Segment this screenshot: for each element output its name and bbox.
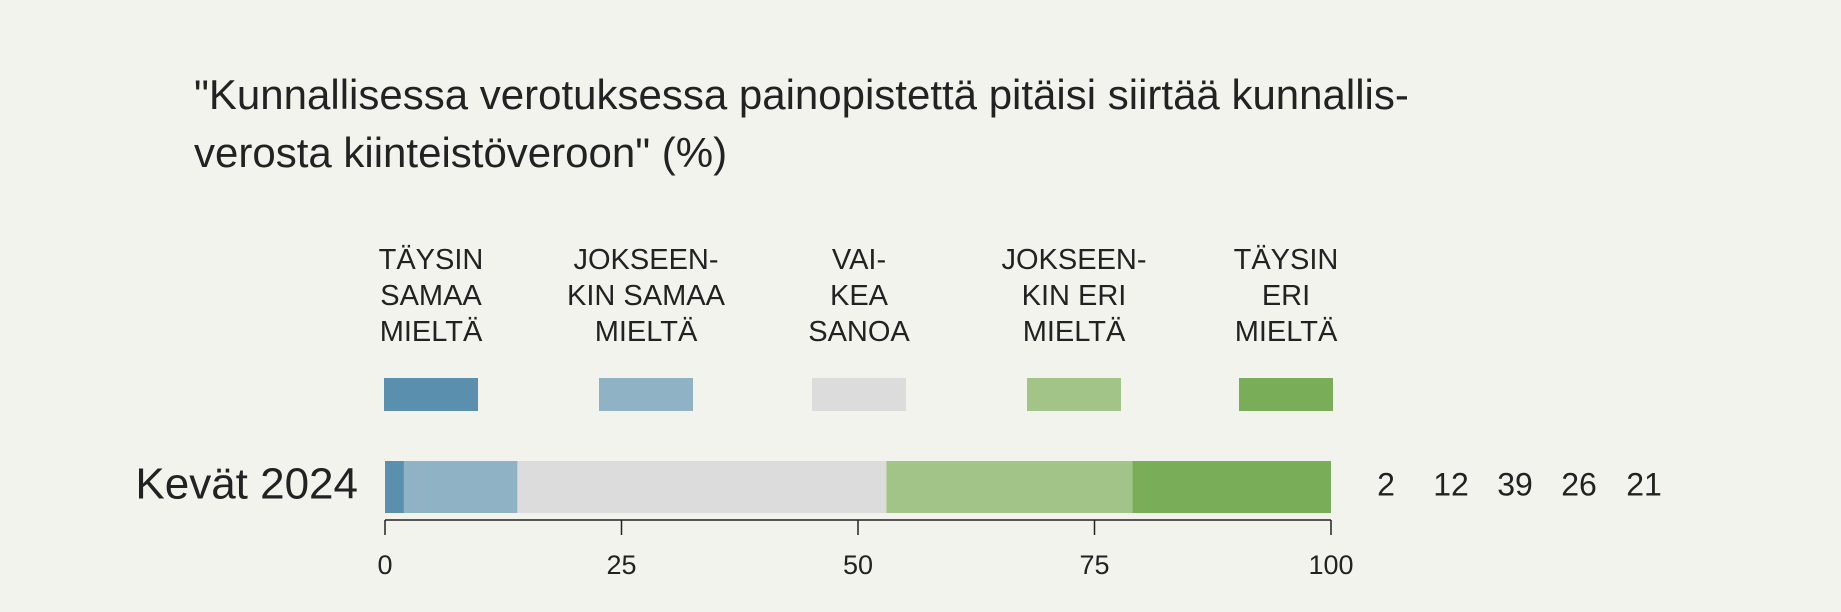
- legend-label: TÄYSIN SAMAA MIELTÄ: [378, 244, 484, 348]
- legend-swatch: [812, 378, 906, 411]
- value-label: 39: [1497, 466, 1533, 502]
- x-tick-label: 0: [377, 550, 392, 580]
- value-label: 2: [1377, 466, 1395, 502]
- legend-label: JOKSEEN- KIN SAMAA MIELTÄ: [567, 244, 725, 348]
- legend-swatch: [1027, 378, 1121, 411]
- chart-title: "Kunnallisessa verotuksessa painopistett…: [194, 71, 1409, 176]
- legend-swatch: [1239, 378, 1333, 411]
- x-tick-label: 100: [1308, 550, 1353, 580]
- bar-segment: [403, 461, 518, 513]
- bar-segment: [886, 461, 1133, 513]
- bar-segment: [1132, 461, 1331, 513]
- x-tick-label: 50: [843, 550, 873, 580]
- legend-label: VAI- KEA SANOA: [808, 244, 910, 348]
- value-label: 12: [1433, 466, 1469, 502]
- value-label: 26: [1561, 466, 1597, 502]
- legend-swatch: [599, 378, 693, 411]
- legend-label: JOKSEEN- KIN ERI MIELTÄ: [1001, 244, 1147, 348]
- x-tick-label: 25: [606, 550, 636, 580]
- bar-segment: [385, 461, 404, 513]
- bar-segment: [517, 461, 887, 513]
- category-label: Kevät 2024: [135, 460, 358, 509]
- value-label: 21: [1626, 466, 1662, 502]
- legend-swatch: [384, 378, 478, 411]
- legend-label: TÄYSIN ERI MIELTÄ: [1233, 244, 1339, 348]
- x-tick-label: 75: [1079, 550, 1109, 580]
